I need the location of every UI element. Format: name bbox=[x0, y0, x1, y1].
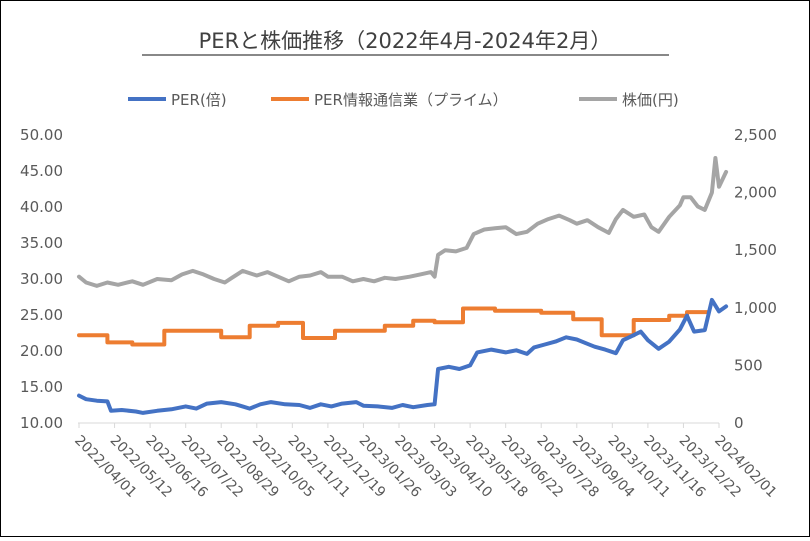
y-right-tick-label: 1,500 bbox=[734, 241, 777, 259]
plot-area bbox=[77, 156, 729, 415]
y-left-tick-label: 40.00 bbox=[20, 198, 63, 216]
y-right-tick-label: 2,000 bbox=[734, 184, 777, 202]
y-left-tick-label: 15.00 bbox=[20, 378, 63, 396]
y-right-tick-label: 0 bbox=[734, 414, 744, 432]
legend-label-per: PER(倍) bbox=[171, 91, 227, 109]
y-left-tick-label: 30.00 bbox=[20, 270, 63, 288]
x-axis: 2022/04/012022/05/122022/06/162022/07/22… bbox=[71, 423, 780, 501]
y-left-tick-label: 35.00 bbox=[20, 234, 63, 252]
legend-label-price: 株価(円) bbox=[622, 91, 679, 109]
y-axis-left: 10.00 15.00 20.00 25.00 30.00 35.00 40.00 45.00… bbox=[20, 126, 63, 432]
legend: PER(倍) PER情報通信業（プライム） 株価(円) bbox=[128, 91, 679, 109]
y-right-tick-label: 1,000 bbox=[734, 299, 777, 317]
y-right-tick-label: 500 bbox=[734, 356, 763, 374]
y-left-tick-label: 20.00 bbox=[20, 342, 63, 360]
y-left-tick-label: 25.00 bbox=[20, 306, 63, 324]
series-line-per bbox=[77, 297, 729, 415]
series-line-price bbox=[77, 156, 729, 288]
series-line-per-industry bbox=[77, 306, 711, 347]
chart-title: PERと株価推移（2022年4月-2024年2月） bbox=[199, 29, 612, 53]
y-left-tick-label: 10.00 bbox=[20, 414, 63, 432]
y-right-tick-label: 2,500 bbox=[734, 126, 777, 144]
legend-label-per-industry: PER情報通信業（プライム） bbox=[314, 91, 508, 109]
y-axis-right: 0 500 1,000 1,500 2,000 2,500 bbox=[734, 126, 777, 432]
y-left-tick-label: 50.00 bbox=[20, 126, 63, 144]
y-left-tick-label: 45.00 bbox=[20, 162, 63, 180]
